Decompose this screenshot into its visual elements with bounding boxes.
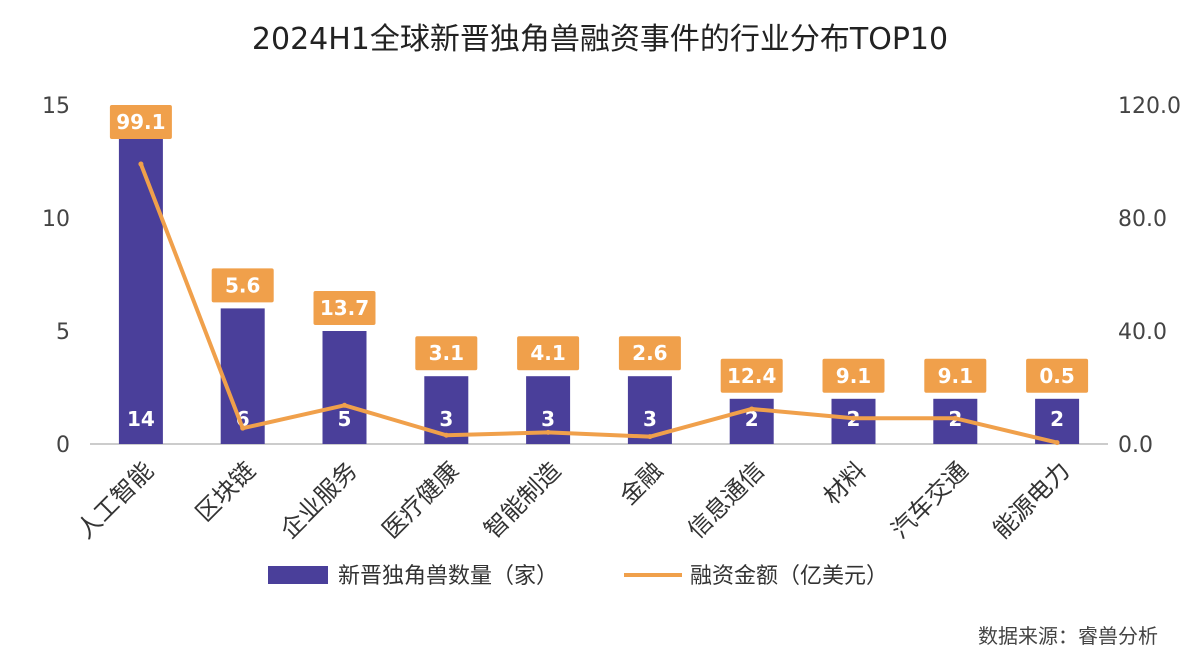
category-label: 医疗健康 bbox=[377, 456, 465, 544]
bar-value-label: 14 bbox=[127, 407, 155, 431]
category-label: 智能制造 bbox=[479, 456, 567, 544]
amount-line-point bbox=[342, 402, 347, 408]
bar bbox=[831, 398, 876, 444]
amount-label-box bbox=[924, 358, 987, 393]
amount-line-point bbox=[545, 429, 551, 435]
amount-value-label: 4.1 bbox=[530, 341, 565, 365]
y-right-tick-label: 40.0 bbox=[1118, 320, 1167, 345]
legend-line-label: 融资金额（亿美元） bbox=[690, 564, 888, 589]
amount-line bbox=[139, 163, 1058, 445]
amount-value-label: 0.5 bbox=[1039, 364, 1074, 388]
amount-label-box bbox=[1026, 358, 1089, 393]
category-label: 汽车交通 bbox=[886, 456, 974, 544]
amount-line-point bbox=[952, 415, 958, 421]
bar-value-label: 3 bbox=[541, 407, 555, 431]
amount-line-point bbox=[138, 161, 144, 167]
amount-line-point bbox=[1054, 440, 1060, 446]
category-label: 信息通信 bbox=[682, 456, 770, 544]
bar bbox=[118, 127, 163, 444]
amount-label-box bbox=[618, 336, 681, 371]
amount-label-box bbox=[720, 358, 783, 393]
bar bbox=[322, 331, 367, 444]
amount-value-label: 5.6 bbox=[225, 273, 260, 297]
amount-value-label: 9.1 bbox=[836, 364, 871, 388]
amount-label-box bbox=[211, 268, 274, 303]
amount-label-box bbox=[822, 358, 885, 393]
amount-value-label: 13.7 bbox=[320, 296, 369, 320]
category-label: 金融 bbox=[614, 456, 668, 510]
chart-title: 2024H1全球新晋独角兽融资事件的行业分布TOP10 bbox=[251, 22, 949, 57]
bar-value-label: 3 bbox=[643, 407, 657, 431]
y-right-tick-label: 120.0 bbox=[1118, 94, 1181, 119]
bar-value-label: 2 bbox=[1050, 407, 1064, 431]
amount-line-point bbox=[443, 432, 449, 438]
y-left-tick-label: 0 bbox=[56, 433, 70, 458]
amount-line-point bbox=[851, 415, 856, 421]
category-label: 材料 bbox=[818, 456, 872, 510]
bar bbox=[220, 308, 265, 444]
amount-label-box bbox=[415, 336, 478, 371]
amount-line-point bbox=[647, 434, 653, 440]
category-label: 人工智能 bbox=[71, 456, 159, 544]
amount-label-box bbox=[517, 336, 580, 371]
category-label: 企业服务 bbox=[275, 456, 363, 544]
y-right-tick-label: 80.0 bbox=[1118, 207, 1167, 232]
source-note: 数据来源：睿兽分析 bbox=[978, 624, 1158, 648]
amount-value-label: 99.1 bbox=[116, 110, 165, 134]
bar-value-label: 3 bbox=[439, 407, 453, 431]
y-left-tick-label: 5 bbox=[56, 320, 70, 345]
amount-line-point bbox=[240, 425, 246, 431]
legend-bar-label: 新晋独角兽数量（家） bbox=[338, 564, 558, 589]
bar-value-label: 2 bbox=[745, 407, 759, 431]
bar-value-label: 5 bbox=[338, 407, 352, 431]
y-right-tick-label: 0.0 bbox=[1118, 433, 1153, 458]
bar bbox=[1035, 398, 1080, 444]
amount-value-label: 9.1 bbox=[938, 364, 973, 388]
amount-label-box bbox=[313, 291, 376, 325]
y-left-tick-label: 15 bbox=[42, 94, 70, 119]
amount-value-label: 12.4 bbox=[727, 364, 776, 388]
bar bbox=[729, 398, 774, 444]
y-left-tick-label: 10 bbox=[42, 207, 70, 232]
legend-bar-swatch bbox=[268, 566, 328, 584]
amount-label-box bbox=[109, 105, 172, 139]
amount-line-point bbox=[749, 406, 755, 412]
amount-value-label: 3.1 bbox=[429, 341, 464, 365]
amount-value-label: 2.6 bbox=[632, 341, 667, 365]
category-label: 能源电力 bbox=[988, 456, 1076, 544]
category-label: 区块链 bbox=[190, 456, 261, 527]
bar-value-label: 6 bbox=[236, 407, 250, 431]
